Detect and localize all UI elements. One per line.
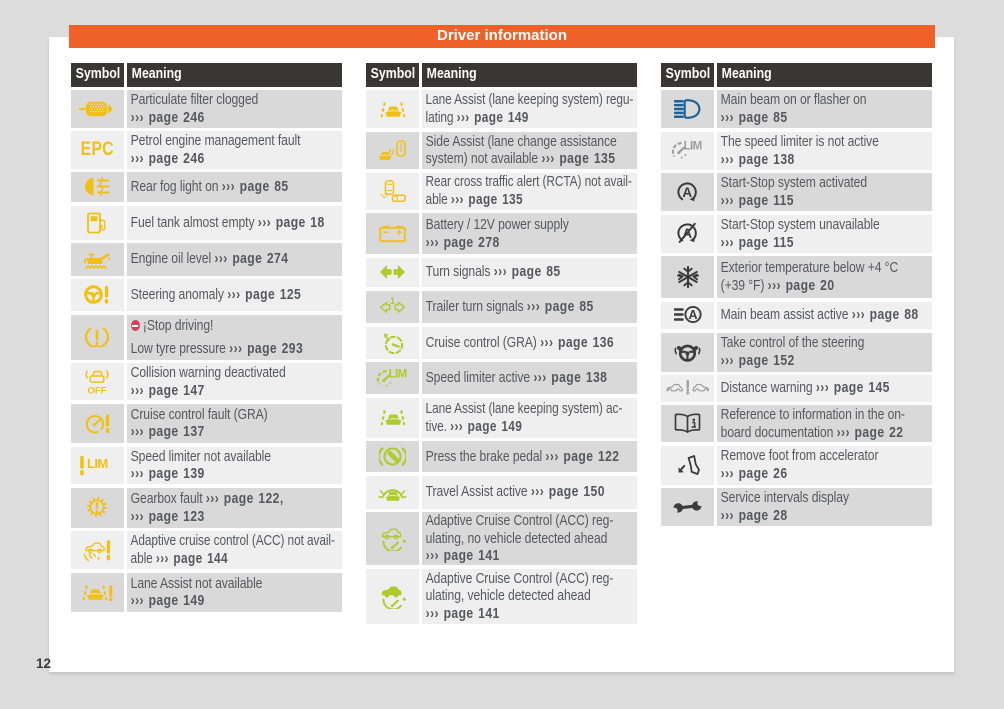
svg-text:LIM: LIM	[87, 456, 108, 471]
svg-text:LIM: LIM	[388, 368, 406, 380]
svg-text:A: A	[688, 308, 697, 322]
svg-text:1: 1	[390, 297, 395, 306]
svg-text:OFF: OFF	[88, 385, 107, 395]
svg-text:A: A	[682, 184, 692, 199]
svg-text:LIM: LIM	[683, 141, 701, 153]
